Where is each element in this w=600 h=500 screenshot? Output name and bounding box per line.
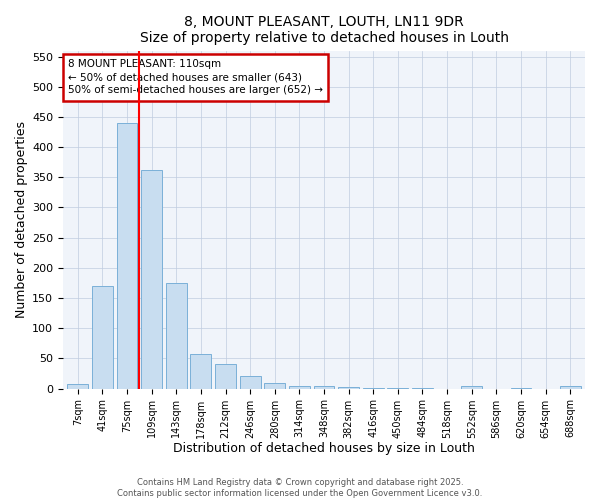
Bar <box>461 386 482 388</box>
Bar <box>67 384 88 388</box>
Bar <box>239 376 260 388</box>
Text: Contains HM Land Registry data © Crown copyright and database right 2025.
Contai: Contains HM Land Registry data © Crown c… <box>118 478 482 498</box>
Bar <box>264 382 285 388</box>
Bar <box>289 386 310 388</box>
Bar <box>116 123 137 388</box>
Bar <box>166 283 187 389</box>
X-axis label: Distribution of detached houses by size in Louth: Distribution of detached houses by size … <box>173 442 475 455</box>
Bar <box>314 386 334 388</box>
Bar <box>560 386 581 388</box>
Title: 8, MOUNT PLEASANT, LOUTH, LN11 9DR
Size of property relative to detached houses : 8, MOUNT PLEASANT, LOUTH, LN11 9DR Size … <box>140 15 509 45</box>
Bar <box>190 354 211 388</box>
Bar <box>141 170 162 388</box>
Text: 8 MOUNT PLEASANT: 110sqm
← 50% of detached houses are smaller (643)
50% of semi-: 8 MOUNT PLEASANT: 110sqm ← 50% of detach… <box>68 59 323 96</box>
Y-axis label: Number of detached properties: Number of detached properties <box>15 121 28 318</box>
Bar <box>215 364 236 388</box>
Bar <box>92 286 113 388</box>
